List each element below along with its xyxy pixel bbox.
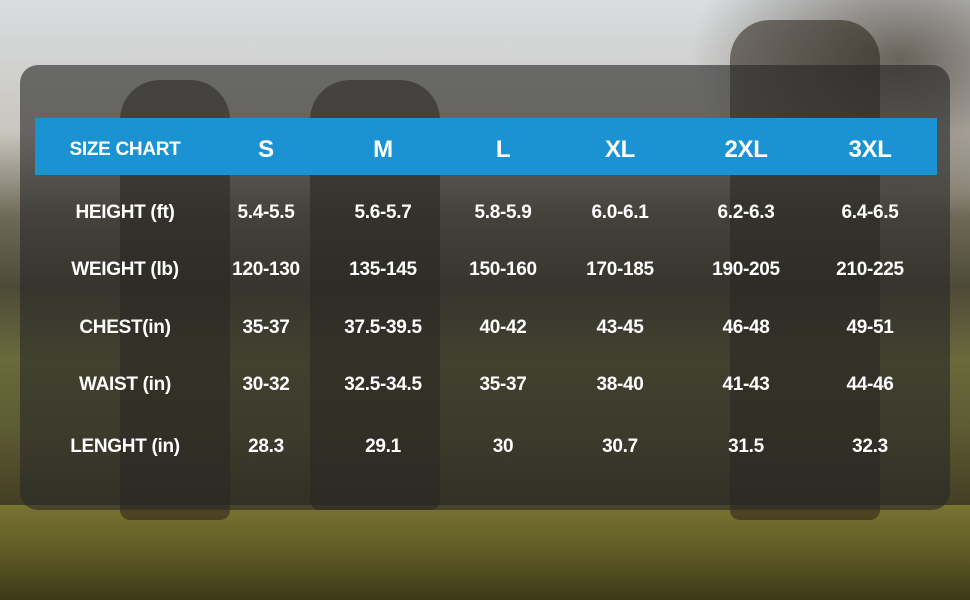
measurement-row-label: CHEST(in) <box>79 317 171 338</box>
size-measurement-value: 6.4-6.5 <box>841 202 899 223</box>
size-column-header: M <box>373 136 393 163</box>
size-measurement-value: 32.5-34.5 <box>344 374 422 395</box>
size-measurement-value: 135-145 <box>349 259 417 280</box>
size-measurement-value: 30-32 <box>242 374 290 395</box>
size-measurement-value: 210-225 <box>836 259 904 280</box>
measurement-row-label: WAIST (in) <box>79 374 171 395</box>
measurement-row-label: HEIGHT (ft) <box>75 202 175 223</box>
size-measurement-value: 30.7 <box>602 436 638 457</box>
size-measurement-value: 49-51 <box>846 317 894 338</box>
size-column-header: XL <box>604 136 636 163</box>
size-measurement-value: 35-37 <box>479 374 527 395</box>
measurement-row-label: LENGHT (in) <box>70 436 180 457</box>
size-measurement-value: 44-46 <box>846 374 894 395</box>
size-measurement-value: 32.3 <box>852 436 888 457</box>
size-measurement-value: 5.6-5.7 <box>354 202 412 223</box>
measurement-row-label: WEIGHT (lb) <box>71 259 179 280</box>
size-column-header: L <box>495 136 511 163</box>
size-measurement-value: 30 <box>492 436 514 457</box>
size-measurement-value: 37.5-39.5 <box>344 317 422 338</box>
size-chart-header-bar <box>35 118 937 175</box>
size-measurement-value: 28.3 <box>248 436 284 457</box>
size-measurement-value: 6.2-6.3 <box>717 202 775 223</box>
size-measurement-value: 190-205 <box>712 259 780 280</box>
size-measurement-value: 6.0-6.1 <box>591 202 649 223</box>
size-measurement-value: 41-43 <box>722 374 770 395</box>
size-measurement-value: 29.1 <box>365 436 401 457</box>
size-measurement-value: 150-160 <box>469 259 537 280</box>
size-measurement-value: 170-185 <box>586 259 654 280</box>
size-measurement-value: 43-45 <box>596 317 644 338</box>
size-column-header: 2XL <box>724 136 768 163</box>
size-measurement-value: 46-48 <box>722 317 770 338</box>
size-column-header: S <box>258 136 274 163</box>
size-measurement-value: 31.5 <box>728 436 764 457</box>
size-measurement-value: 5.4-5.5 <box>237 202 295 223</box>
size-measurement-value: 38-40 <box>596 374 644 395</box>
size-measurement-value: 40-42 <box>479 317 527 338</box>
size-column-header: 3XL <box>848 136 892 163</box>
size-measurement-value: 120-130 <box>232 259 300 280</box>
size-chart-title: SIZE CHART <box>69 139 181 160</box>
size-measurement-value: 5.8-5.9 <box>474 202 532 223</box>
size-measurement-value: 35-37 <box>242 317 290 338</box>
grass-ground <box>0 505 970 600</box>
